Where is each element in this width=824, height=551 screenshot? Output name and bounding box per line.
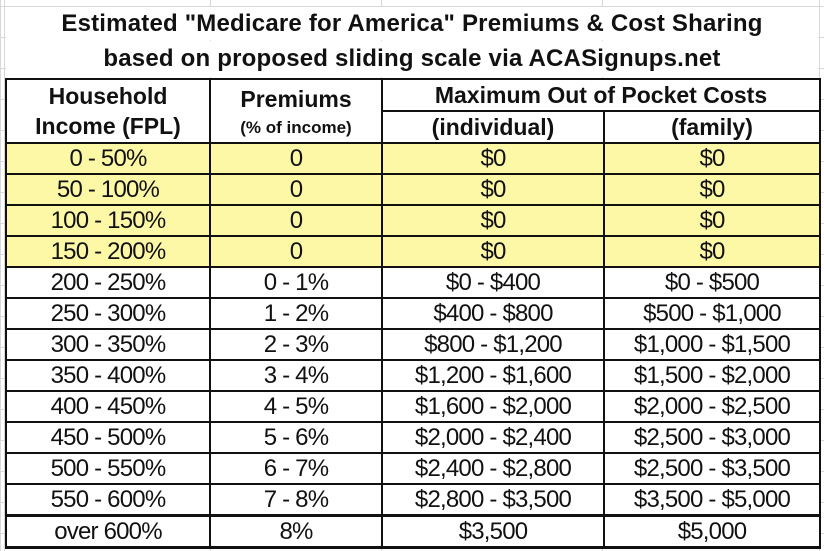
table-row: 550 - 600% 7 - 8% $2,800 - $3,500 $3,500 - … — [5, 483, 821, 517]
table-row: 500 - 550% 6 - 7% $2,400 - $2,800 $2,500 - … — [5, 452, 821, 485]
cell-premium: 1 - 2% — [209, 297, 383, 330]
cell-individual: $0 — [381, 204, 605, 237]
cell-premium: 8% — [209, 514, 383, 549]
cell-premium: 0 — [209, 173, 383, 206]
cell-income: 100 - 150% — [5, 204, 211, 237]
cell-individual: $400 - $800 — [381, 297, 605, 330]
cell-premium: 0 — [209, 235, 383, 268]
cell-premium: 5 - 6% — [209, 421, 383, 454]
table-row: 450 - 500% 5 - 6% $2,000 - $2,400 $2,500 - … — [5, 421, 821, 454]
title-line-2: based on proposed sliding scale via ACAS… — [6, 41, 818, 77]
header-premiums-line2: (% of income) — [240, 118, 352, 137]
cell-premium: 4 - 5% — [209, 390, 383, 423]
table-row: 0 - 50% 0 $0 $0 — [5, 142, 821, 175]
cell-individual: $2,800 - $3,500 — [381, 483, 605, 517]
table-row: over 600% 8% $3,500 $5,000 — [5, 514, 821, 549]
table-row: 250 - 300% 1 - 2% $400 - $800 $500 - $1,000 — [5, 297, 821, 330]
cell-individual: $0 — [381, 142, 605, 175]
cell-family: $1,000 - $1,500 — [603, 328, 821, 361]
cell-family: $0 — [603, 235, 821, 268]
table-row: 350 - 400% 3 - 4% $1,200 - $1,600 $1,500 - … — [5, 359, 821, 392]
cell-family: $5,000 — [603, 514, 821, 549]
table-row: 400 - 450% 4 - 5% $1,600 - $2,000 $2,000 - … — [5, 390, 821, 423]
table-row: 300 - 350% 2 - 3% $800 - $1,200 $1,000 - $1… — [5, 328, 821, 361]
cell-family: $0 - $500 — [603, 266, 821, 299]
table-row: 100 - 150% 0 $0 $0 — [5, 204, 821, 237]
cell-individual: $2,000 - $2,400 — [381, 421, 605, 454]
cell-income: 550 - 600% — [5, 483, 211, 517]
header-income-line1: Household — [48, 83, 168, 109]
gridline — [4, 0, 5, 551]
cell-premium: 3 - 4% — [209, 359, 383, 392]
header-income-line2: Income (FPL) — [35, 113, 181, 139]
cell-premium: 0 — [209, 204, 383, 237]
cell-family: $0 — [603, 204, 821, 237]
cell-income: 300 - 350% — [5, 328, 211, 361]
cell-individual: $800 - $1,200 — [381, 328, 605, 361]
cell-income: 0 - 50% — [5, 142, 211, 175]
cell-income: 150 - 200% — [5, 235, 211, 268]
cell-premium: 7 - 8% — [209, 483, 383, 517]
cell-income: 500 - 550% — [5, 452, 211, 485]
cell-income: over 600% — [5, 514, 211, 549]
cell-individual: $3,500 — [381, 514, 605, 549]
cell-family: $0 — [603, 173, 821, 206]
cell-family: $2,500 - $3,000 — [603, 421, 821, 454]
cell-family: $2,500 - $3,500 — [603, 452, 821, 485]
cell-family: $1,500 - $2,000 — [603, 359, 821, 392]
cell-individual: $1,200 - $1,600 — [381, 359, 605, 392]
cell-income: 450 - 500% — [5, 421, 211, 454]
cell-income: 350 - 400% — [5, 359, 211, 392]
cell-income: 250 - 300% — [5, 297, 211, 330]
header-premiums-line1: Premiums — [240, 86, 352, 112]
table-row: 150 - 200% 0 $0 $0 — [5, 235, 821, 268]
cell-premium: 6 - 7% — [209, 452, 383, 485]
header-individual: (individual) — [381, 110, 605, 144]
cell-premium: 0 — [209, 142, 383, 175]
cell-individual: $1,600 - $2,000 — [381, 390, 605, 423]
cell-income: 400 - 450% — [5, 390, 211, 423]
cell-individual: $0 — [381, 235, 605, 268]
cell-family: $3,500 - $5,000 — [603, 483, 821, 517]
cell-income: 200 - 250% — [5, 266, 211, 299]
header-moop: Maximum Out of Pocket Costs — [381, 78, 821, 112]
header-family: (family) — [603, 110, 821, 144]
cell-individual: $2,400 - $2,800 — [381, 452, 605, 485]
cell-individual: $0 — [381, 173, 605, 206]
cell-family: $2,000 - $2,500 — [603, 390, 821, 423]
cell-family: $500 - $1,000 — [603, 297, 821, 330]
cell-income: 50 - 100% — [5, 173, 211, 206]
cell-premium: 0 - 1% — [209, 266, 383, 299]
title-line-1: Estimated "Medicare for America" Premium… — [6, 7, 818, 40]
table-row: 50 - 100% 0 $0 $0 — [5, 173, 821, 206]
header-income: Household Income (FPL) — [5, 78, 211, 144]
cell-individual: $0 - $400 — [381, 266, 605, 299]
cell-family: $0 — [603, 142, 821, 175]
cell-premium: 2 - 3% — [209, 328, 383, 361]
table-row: 200 - 250% 0 - 1% $0 - $400 $0 - $500 — [5, 266, 821, 299]
premiums-table: Household Income (FPL) Premiums (% of in… — [5, 78, 821, 549]
header-premiums: Premiums (% of income) — [209, 78, 383, 144]
